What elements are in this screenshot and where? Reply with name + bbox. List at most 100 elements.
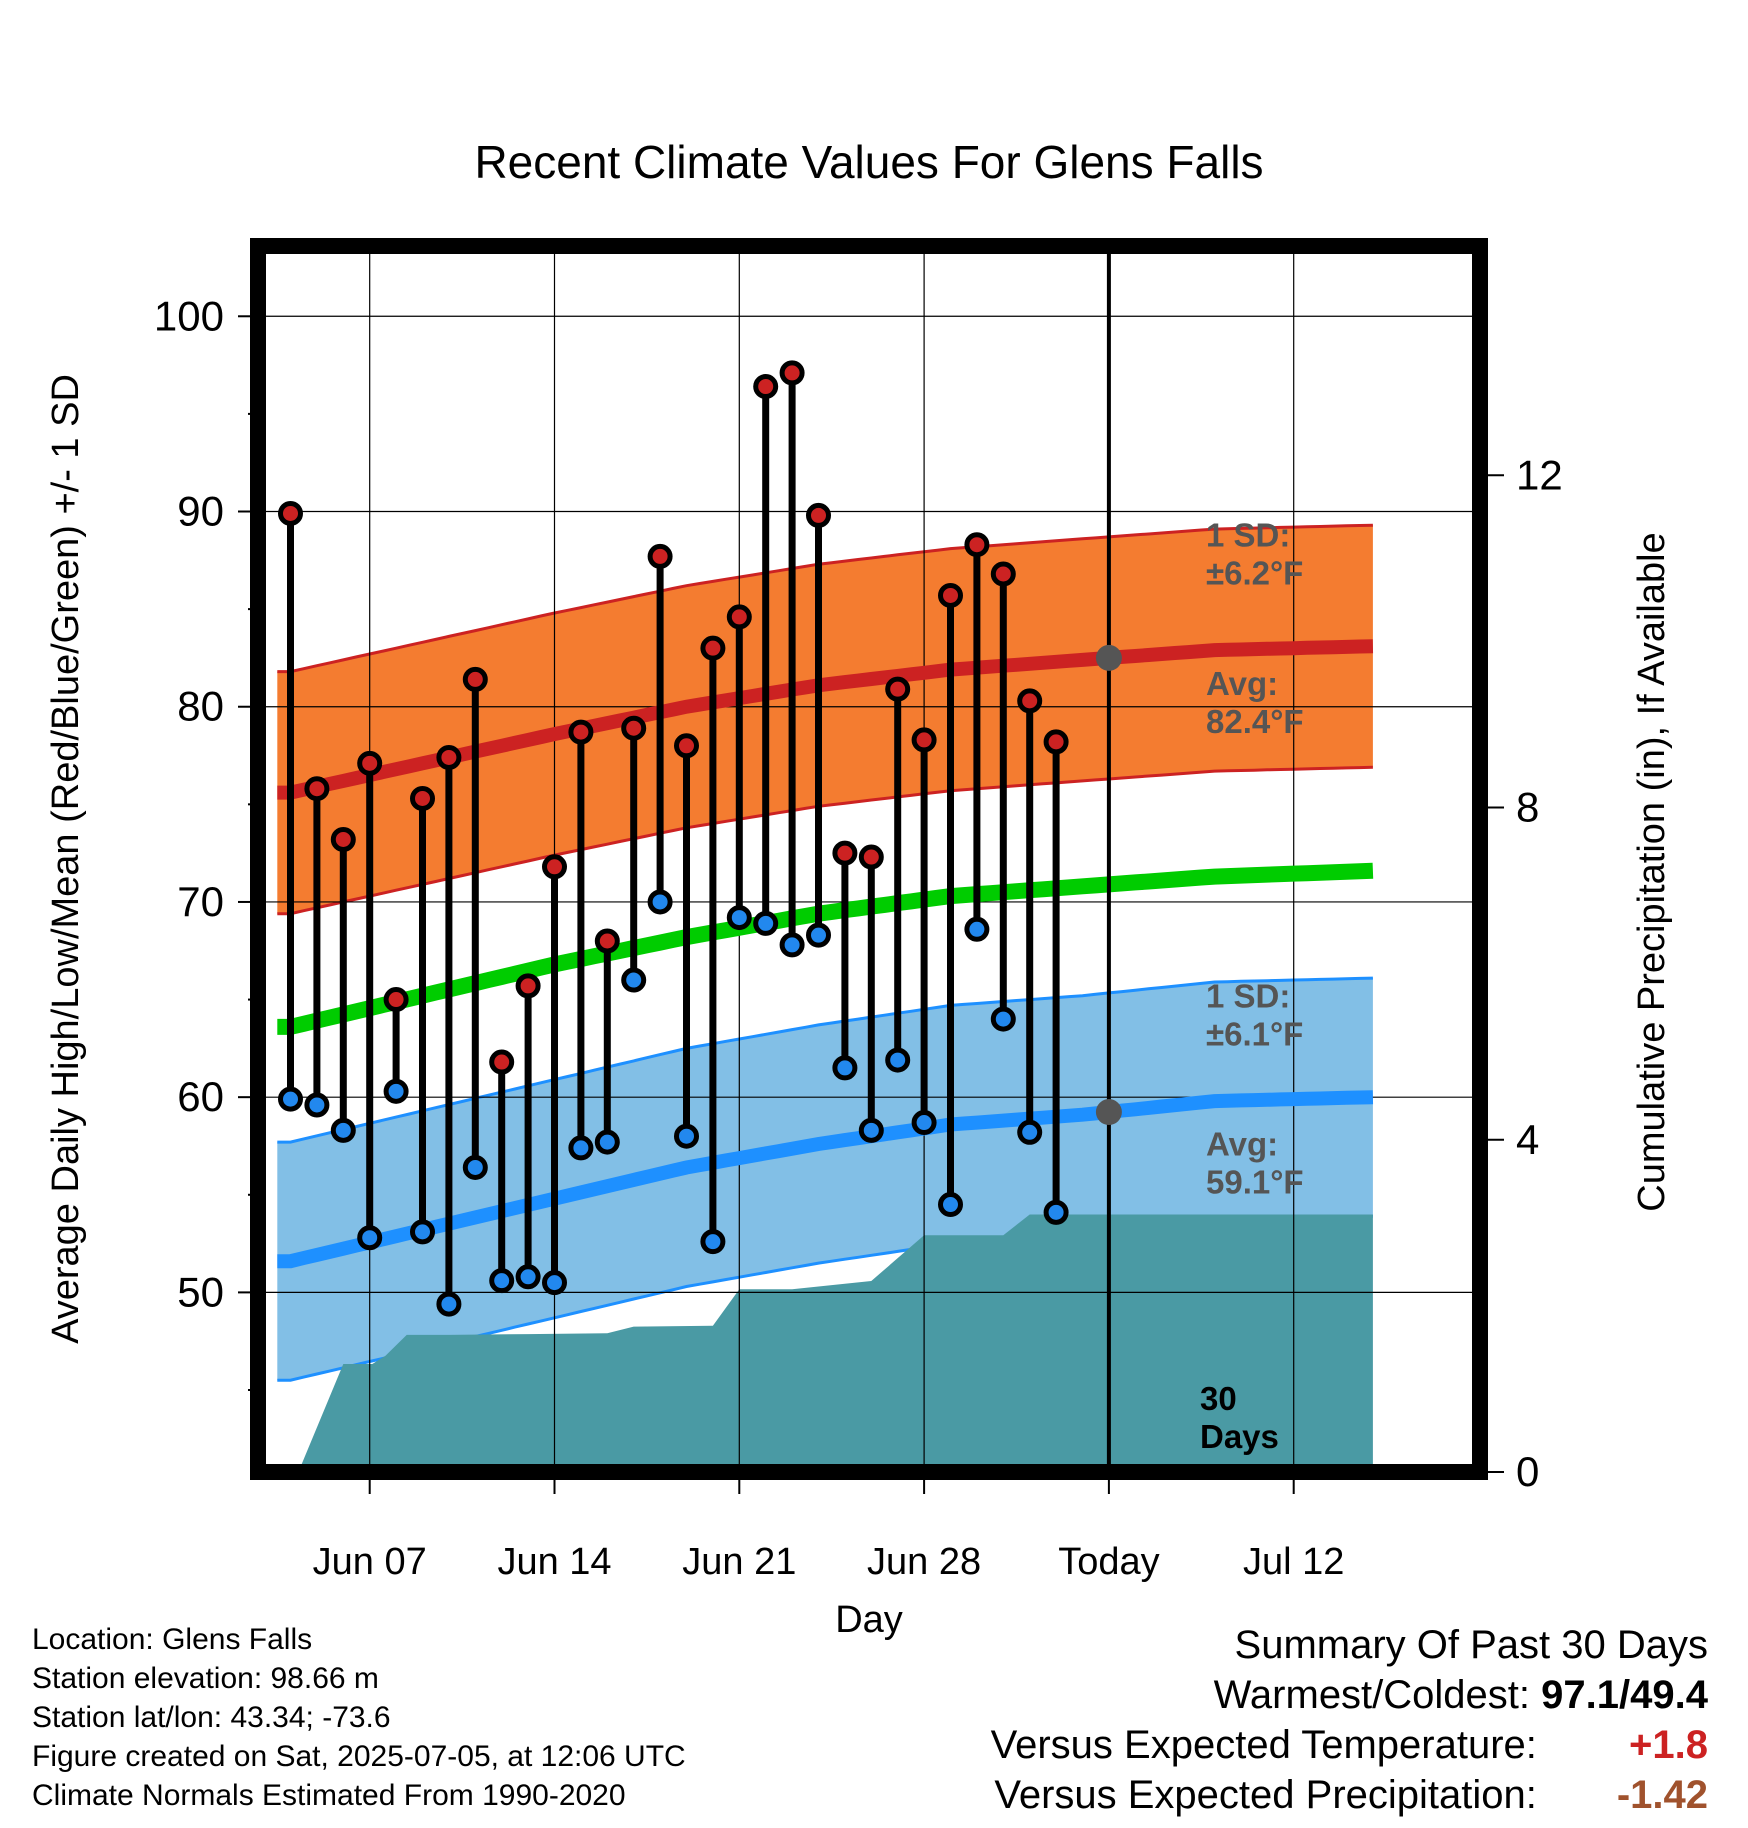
location-text: Location: Glens Falls <box>32 1623 313 1656</box>
low-point <box>674 1123 699 1149</box>
y2-tick-label: 8 <box>1516 784 1539 831</box>
high-point <box>594 928 620 954</box>
high-point <box>621 715 647 741</box>
high-point <box>832 840 858 866</box>
low-point <box>647 889 673 915</box>
low-point <box>726 905 752 931</box>
low-point <box>700 1229 726 1255</box>
x-tick-label: Jun 14 <box>497 1541 611 1583</box>
days-label: 30 Days <box>1200 1380 1279 1455</box>
high-point <box>938 582 963 608</box>
low-point <box>462 1154 488 1180</box>
x-tick-label: Today <box>1058 1541 1159 1583</box>
low-point <box>1017 1119 1043 1145</box>
chart-title: Recent Climate Values For Glens Falls <box>474 136 1263 188</box>
low-point <box>278 1086 303 1112</box>
low-sd-label: 1 SD: ±6.1°F <box>1206 977 1303 1052</box>
high-point <box>304 776 330 802</box>
x-tick-label: Jun 21 <box>682 1541 796 1583</box>
normal-low-line <box>277 1090 1374 1269</box>
low-point <box>357 1225 383 1251</box>
x-tick-label: Jul 12 <box>1243 1541 1344 1583</box>
warm-cold-value: 97.1/49.4 <box>1541 1673 1708 1717</box>
x-tick-label: Jun 07 <box>313 1541 427 1583</box>
high-sd-band <box>277 525 1373 914</box>
low-point <box>542 1270 567 1296</box>
x-tick-label: Jun 28 <box>867 1541 981 1583</box>
low-point <box>885 1047 911 1073</box>
high-sd-upper-line <box>277 523 1373 674</box>
low-point <box>621 967 647 993</box>
high-point <box>700 635 726 661</box>
low-point <box>568 1135 594 1161</box>
high-point <box>779 360 805 386</box>
low-point <box>964 916 990 942</box>
high-point <box>1017 688 1043 714</box>
precip-row: Versus Expected Precipitation: -1.42 <box>991 1770 1708 1820</box>
y-axis-label: Average Daily High/Low/Mean (Red/Blue/Gr… <box>45 374 87 1344</box>
high-point <box>647 543 673 569</box>
high-point <box>964 532 990 558</box>
high-point <box>462 666 488 692</box>
precip-label: Versus Expected Precipitation: <box>994 1773 1537 1817</box>
y-tick-label: 70 <box>177 878 224 925</box>
high-point <box>990 561 1016 587</box>
high-point <box>806 502 831 528</box>
low-point <box>806 922 831 948</box>
y-tick-label: 80 <box>177 683 224 730</box>
low-point <box>330 1117 356 1143</box>
high-point <box>542 854 567 880</box>
latlon-text: Station lat/lon: 43.34; -73.6 <box>32 1701 391 1734</box>
normals-text: Climate Normals Estimated From 1990-2020 <box>32 1779 626 1812</box>
low-point <box>1043 1199 1069 1225</box>
low-point <box>304 1092 330 1118</box>
plot-frame <box>250 238 1488 1480</box>
high-point <box>383 987 409 1013</box>
y-tick-label: 100 <box>154 292 224 339</box>
high-point <box>858 844 884 870</box>
y-tick-label: 50 <box>177 1268 224 1315</box>
high-point <box>515 973 541 999</box>
high-point <box>410 785 435 811</box>
high-point <box>726 604 752 630</box>
plot-area: 1 SD: ±6.2°F Avg: 82.4°F 1 SD: ±6.1°F Avg: 59.1… <box>258 246 1480 1472</box>
warm-cold-row: Warmest/Coldest: 97.1/49.4 <box>991 1670 1708 1720</box>
precip-area <box>298 1214 1373 1472</box>
low-avg-label: Avg: 59.1°F <box>1206 1126 1304 1201</box>
summary-panel: Summary Of Past 30 Days Warmest/Coldest:… <box>991 1620 1708 1820</box>
created-text: Figure created on Sat, 2025-07-05, at 12… <box>32 1740 686 1773</box>
today-high-avg-marker <box>1095 644 1122 671</box>
low-point <box>489 1268 515 1294</box>
station-info: Location: Glens Falls Station elevation:… <box>32 1620 686 1815</box>
low-point <box>436 1291 462 1317</box>
summary-title: Summary Of Past 30 Days <box>1234 1623 1708 1667</box>
high-point <box>436 744 462 770</box>
low-point <box>383 1078 409 1104</box>
x-axis-label: Day <box>835 1599 903 1641</box>
warm-cold-label: Warmest/Coldest: <box>1213 1673 1531 1717</box>
y2-tick-label: 4 <box>1516 1116 1539 1163</box>
high-point <box>489 1049 515 1075</box>
elevation-text: Station elevation: 98.66 m <box>32 1662 379 1695</box>
low-point <box>410 1219 435 1245</box>
warmest-value: 97.1 <box>1541 1673 1620 1717</box>
low-point <box>753 910 779 936</box>
low-point <box>779 932 805 958</box>
temp-label: Versus Expected Temperature: <box>990 1723 1537 1767</box>
temp-row: Versus Expected Temperature: +1.8 <box>991 1720 1708 1770</box>
high-point <box>357 750 383 776</box>
coldest-value: 49.4 <box>1630 1673 1708 1717</box>
high-point <box>278 500 303 526</box>
y2-axis-label: Cumulative Precipitation (in), If Availa… <box>1631 532 1673 1211</box>
y2-tick-label: 0 <box>1516 1448 1539 1495</box>
precip-value: -1.42 <box>1616 1773 1708 1817</box>
low-point <box>938 1192 963 1218</box>
y-tick-label: 90 <box>177 488 224 535</box>
low-point <box>858 1117 884 1143</box>
today-low-avg-marker <box>1095 1099 1122 1126</box>
low-point <box>594 1129 620 1155</box>
y-tick-label: 60 <box>177 1073 224 1120</box>
low-point <box>990 1006 1016 1032</box>
temp-value: +1.8 <box>1629 1723 1708 1767</box>
